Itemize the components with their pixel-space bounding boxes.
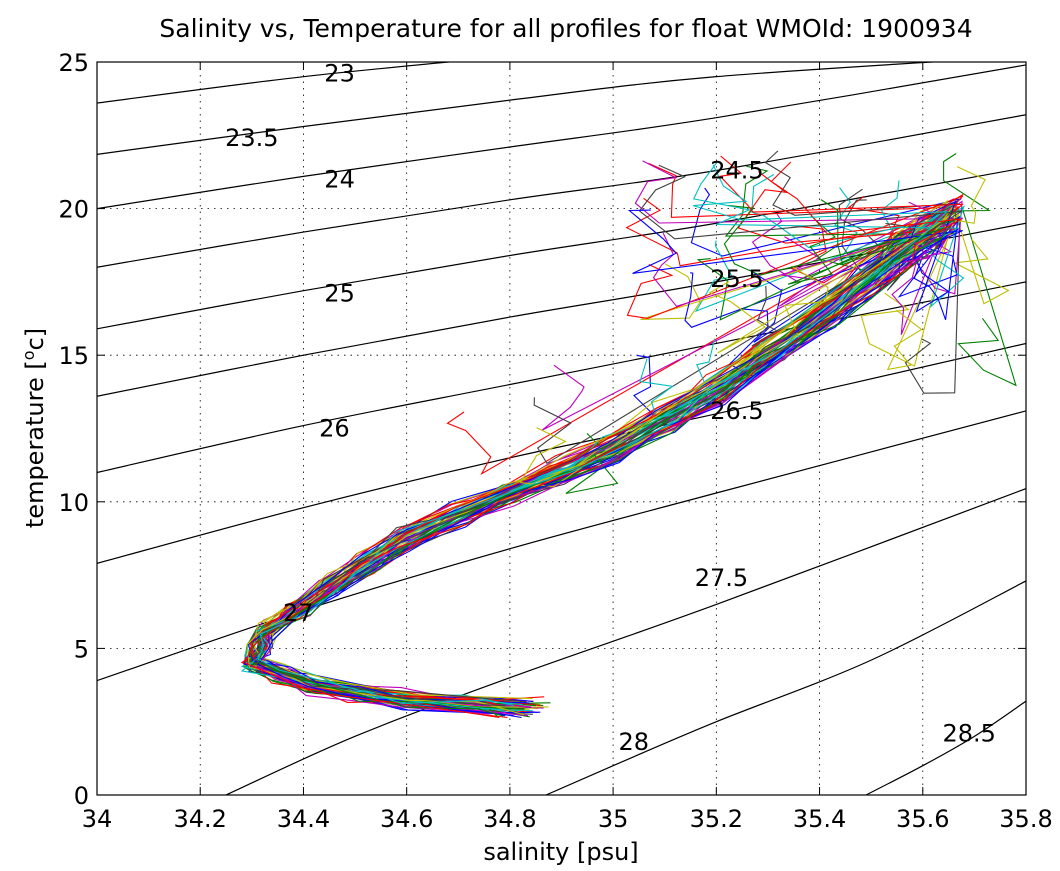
x-tick-label: 34.2 xyxy=(174,805,227,833)
axis-ticks: 34 34.2 34.4 34.6 34.8 35 35.2 35.4 35.6 35.8 0 5 10… xyxy=(58,49,1052,833)
x-axis-label: salinity [psu] xyxy=(483,838,638,866)
plot-frame xyxy=(96,61,1027,796)
y-axis-label-sup: o xyxy=(19,350,38,360)
y-axis-label-main: temperature [ xyxy=(21,360,49,528)
contour-label-23: 23 xyxy=(324,60,355,88)
chart-title: Salinity vs, Temperature for all profile… xyxy=(159,14,972,43)
x-tick-label: 35.2 xyxy=(690,805,743,833)
profile-line xyxy=(256,199,953,717)
density-contour-28.5 xyxy=(865,700,1026,795)
contour-label-26.5: 26.5 xyxy=(710,397,763,425)
profile-line xyxy=(249,155,964,706)
profile-line xyxy=(244,208,1017,712)
grid-lines xyxy=(97,62,1026,795)
contour-label-27.5: 27.5 xyxy=(695,564,748,592)
density-contour-23.5 xyxy=(97,62,942,155)
profile-line xyxy=(252,200,949,700)
y-tick-label: 25 xyxy=(58,49,89,77)
density-contour-28 xyxy=(545,580,1026,795)
contour-label-28.5: 28.5 xyxy=(943,719,996,747)
profile-line xyxy=(253,160,964,709)
profile-line xyxy=(244,161,963,718)
y-tick-label: 5 xyxy=(74,635,89,663)
density-contour-labels: 23 23.5 24 24.5 25 25.5 26 26.5 27 27.5 28 28.5 xyxy=(225,60,996,756)
density-contour-27.5 xyxy=(225,488,1026,795)
profile-line xyxy=(257,164,949,706)
y-tick-label: 10 xyxy=(58,489,89,517)
profile-line xyxy=(257,209,963,717)
x-tick-label: 35.4 xyxy=(793,805,846,833)
profile-line xyxy=(253,206,1010,710)
contour-label-28: 28 xyxy=(618,728,649,756)
profile-lines xyxy=(240,150,1017,719)
density-contours xyxy=(97,62,1026,795)
x-tick-label: 35.6 xyxy=(896,805,949,833)
y-axis-label-unit: c] xyxy=(21,328,49,351)
x-tick-label: 34.6 xyxy=(380,805,433,833)
profile-line xyxy=(246,150,959,703)
x-tick-label: 34 xyxy=(82,805,113,833)
y-tick-label: 20 xyxy=(58,196,89,224)
density-contour-26.5 xyxy=(97,342,1026,564)
contour-label-24.5: 24.5 xyxy=(710,156,763,184)
contour-label-27: 27 xyxy=(283,599,314,627)
x-tick-label: 34.8 xyxy=(483,805,536,833)
x-tick-label: 34.4 xyxy=(277,805,330,833)
density-contour-23 xyxy=(97,62,455,104)
x-tick-label: 35 xyxy=(598,805,629,833)
profile-line xyxy=(256,201,952,717)
profile-line xyxy=(243,153,992,708)
contour-label-25: 25 xyxy=(324,280,355,308)
y-tick-label: 0 xyxy=(74,782,89,810)
density-contour-24.5 xyxy=(97,114,1026,268)
density-contour-27 xyxy=(97,410,1026,682)
contour-label-24: 24 xyxy=(324,165,355,193)
density-contour-24 xyxy=(97,64,1026,210)
y-axis-label: temperature [oc] xyxy=(19,328,49,528)
x-tick-label: 35.8 xyxy=(999,805,1052,833)
contour-label-25.5: 25.5 xyxy=(710,265,763,293)
y-tick-label: 15 xyxy=(58,342,89,370)
contour-label-26: 26 xyxy=(319,415,350,443)
contour-label-23.5: 23.5 xyxy=(225,124,278,152)
